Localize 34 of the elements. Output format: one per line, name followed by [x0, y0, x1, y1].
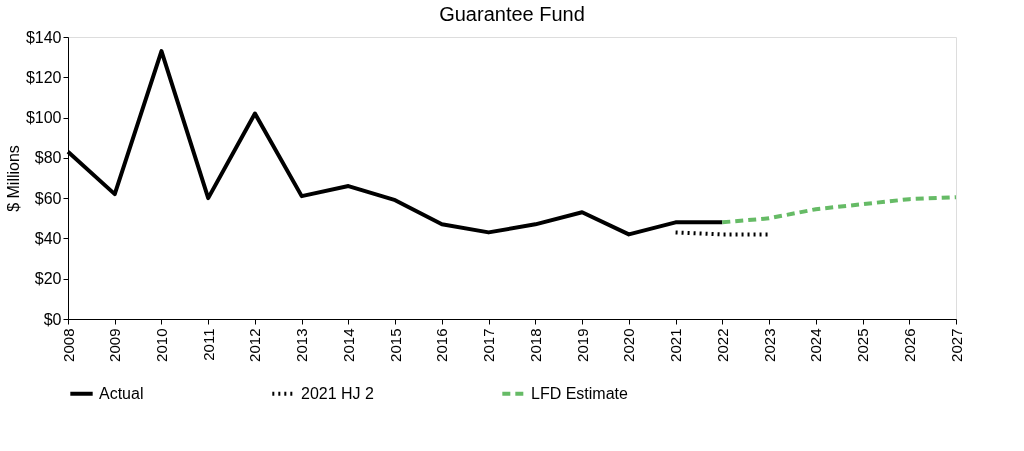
x-tick-label: 2024 [807, 328, 825, 362]
x-tick-label: 2021 [667, 328, 685, 362]
y-tick-label: $100 [25, 109, 62, 127]
x-tick-label: 2009 [106, 328, 124, 362]
x-tick-label: 2023 [760, 328, 778, 362]
legend-label: 2021 HJ 2 [301, 384, 375, 402]
y-tick-label: $120 [25, 68, 62, 86]
x-tick-label: 2008 [59, 328, 77, 362]
line-series [720, 195, 958, 225]
x-tick-label: 2027 [947, 328, 965, 362]
x-tick-label: 2016 [433, 328, 451, 362]
x-tick-label: 2013 [293, 328, 311, 362]
y-tick-label: $0 [43, 310, 62, 328]
y-tick-label: $140 [25, 28, 62, 46]
y-tick-label: $80 [34, 149, 62, 167]
x-tick-label: 2020 [620, 328, 638, 362]
x-tick-label: 2010 [152, 328, 170, 362]
x-tick-label: 2017 [480, 328, 498, 362]
y-axis-title: $ Millions [4, 145, 22, 212]
x-tick-label: 2025 [854, 328, 872, 362]
x-tick-label: 2026 [900, 328, 918, 362]
x-tick-label: 2014 [339, 328, 357, 362]
x-tick-label: 2012 [246, 328, 264, 362]
x-tick-label: 2015 [386, 328, 404, 362]
x-tick-label: 2019 [573, 328, 591, 362]
y-tick-label: $20 [34, 270, 62, 288]
legend-label: Actual [99, 384, 144, 402]
x-tick-label: 2018 [526, 328, 544, 362]
x-tick-label: 2011 [199, 328, 217, 361]
legend-label: LFD Estimate [531, 384, 629, 402]
y-tick-label: $40 [34, 229, 62, 247]
chart-title: Guarantee Fund [439, 3, 585, 25]
x-tick-label: 2022 [713, 328, 731, 362]
y-tick-label: $60 [34, 189, 62, 207]
